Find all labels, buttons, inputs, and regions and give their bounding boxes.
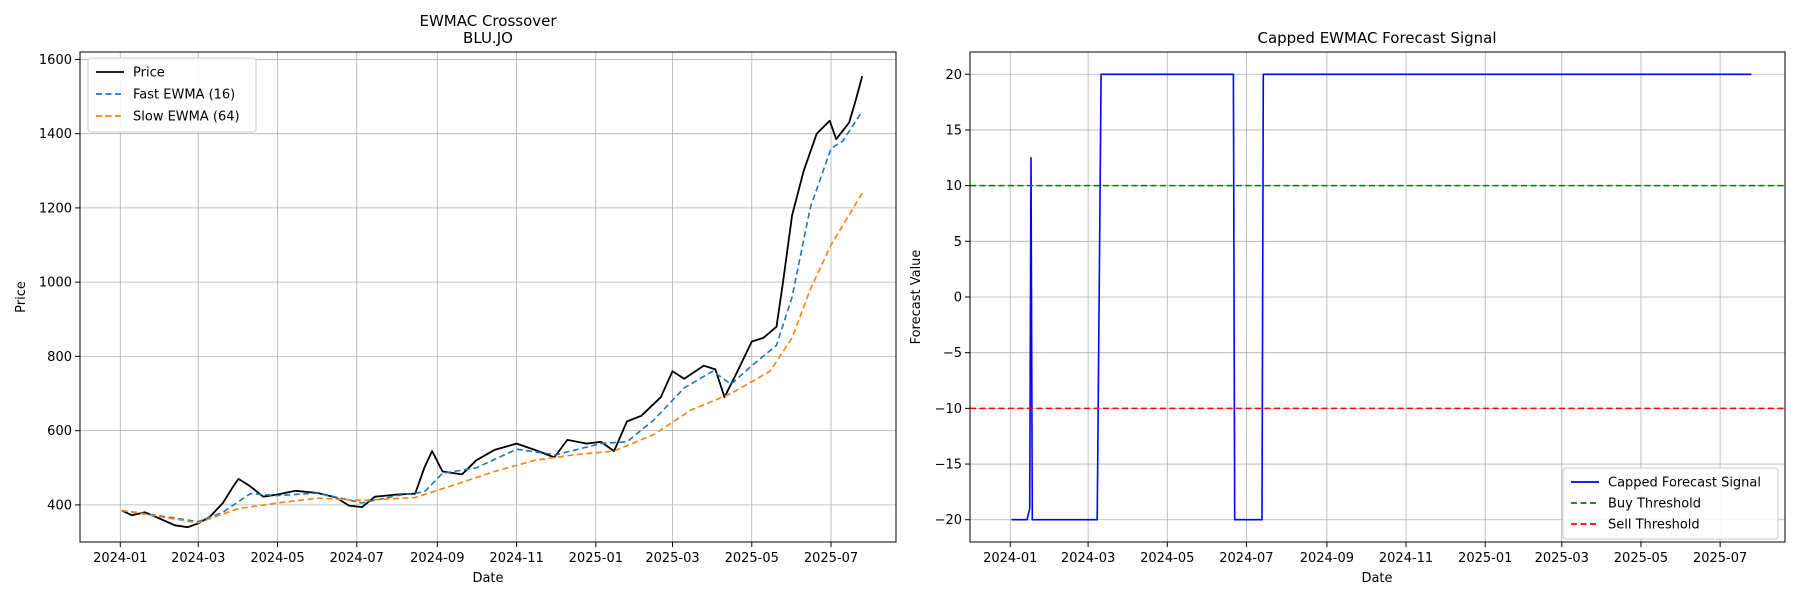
chart-right-legend: Capped Forecast Signal Buy Threshold Sell …: [1562, 467, 1779, 540]
chart-left-ylabel: Price: [14, 281, 29, 313]
chart-left: EWMAC Crossover BLU.JO 2024-01 2024-03 202…: [14, 12, 897, 586]
x-tick-label: 2024-07: [1219, 551, 1273, 566]
legend-label: Fast EWMA (16): [133, 88, 235, 103]
x-tick-label: 2024-07: [330, 551, 384, 566]
x-tick-label: 2024-03: [171, 551, 225, 566]
y-tick-label: 400: [47, 498, 72, 513]
y-tick-label: 20: [945, 68, 962, 83]
y-tick-label: 1000: [39, 276, 72, 291]
x-tick-label: 2025-03: [645, 551, 699, 566]
legend-box: [1562, 467, 1779, 540]
chart-left-xlabel: Date: [472, 571, 503, 586]
series-slow-ewma-64: [121, 192, 863, 524]
legend-label: Capped Forecast Signal: [1608, 476, 1761, 491]
chart-right-yticks: −20 −15 −10 −5 0 5 10 15 20: [935, 68, 970, 528]
chart-left-subtitle: BLU.JO: [463, 29, 513, 47]
chart-left-title: EWMAC Crossover: [419, 12, 557, 30]
y-tick-label: 800: [47, 350, 72, 365]
y-tick-label: −20: [935, 513, 962, 528]
chart-right-ylabel: Forecast Value: [909, 250, 924, 345]
y-tick-label: 5: [954, 235, 962, 250]
chart-right-xticks: 2024-01 2024-03 2024-05 2024-07 2024-09 2024-…: [983, 542, 1747, 566]
y-tick-label: 10: [945, 179, 962, 194]
chart-right-plot: [970, 73, 1785, 521]
legend-label: Price: [133, 66, 165, 81]
x-tick-label: 2024-03: [1061, 551, 1115, 566]
x-tick-label: 2024-09: [410, 551, 464, 566]
chart-left-grid: [80, 52, 896, 542]
y-tick-label: 15: [945, 123, 962, 138]
x-tick-label: 2024-05: [250, 551, 304, 566]
chart-left-legend: Price Fast EWMA (16) Slow EWMA (64): [87, 57, 257, 133]
chart-left-frame: [79, 51, 897, 543]
chart-left-plot: [121, 75, 864, 529]
chart-left-yticks: 400 600 800 1000 1200 1400 1600: [39, 53, 80, 513]
x-tick-label: 2025-05: [1614, 551, 1668, 566]
x-tick-label: 2024-11: [1379, 551, 1433, 566]
x-tick-label: 2025-07: [1693, 551, 1747, 566]
y-tick-label: 600: [47, 424, 72, 439]
chart-right-title: Capped EWMAC Forecast Signal: [1257, 29, 1496, 47]
x-tick-label: 2025-01: [569, 551, 623, 566]
y-tick-label: −5: [943, 346, 962, 361]
x-tick-label: 2025-05: [725, 551, 779, 566]
x-tick-label: 2024-01: [93, 551, 147, 566]
x-tick-label: 2024-05: [1140, 551, 1194, 566]
series-price: [121, 75, 864, 529]
x-tick-label: 2024-09: [1300, 551, 1354, 566]
y-tick-label: 1400: [39, 127, 72, 142]
legend-label: Sell Threshold: [1608, 518, 1700, 533]
legend-label: Buy Threshold: [1608, 497, 1701, 512]
x-tick-label: 2025-03: [1535, 551, 1589, 566]
chart-right: Capped EWMAC Forecast Signal 2024-01 2024…: [909, 29, 1786, 586]
chart-left-xticks: 2024-01 2024-03 2024-05 2024-07 2024-09 2024-…: [93, 542, 858, 566]
legend-box: [87, 57, 257, 133]
y-tick-label: 1600: [39, 53, 72, 68]
x-tick-label: 2024-01: [983, 551, 1037, 566]
y-tick-label: 0: [954, 291, 962, 306]
y-tick-label: −15: [935, 458, 962, 473]
legend-label: Slow EWMA (64): [133, 110, 240, 125]
series-capped-forecast-signal: [1011, 73, 1752, 521]
x-tick-label: 2025-07: [804, 551, 858, 566]
series-fast-ewma-16: [121, 110, 863, 523]
y-tick-label: 1200: [39, 201, 72, 216]
x-tick-label: 2025-01: [1458, 551, 1512, 566]
y-tick-label: −10: [935, 402, 962, 417]
chart-right-xlabel: Date: [1361, 571, 1392, 586]
x-tick-label: 2024-11: [489, 551, 543, 566]
